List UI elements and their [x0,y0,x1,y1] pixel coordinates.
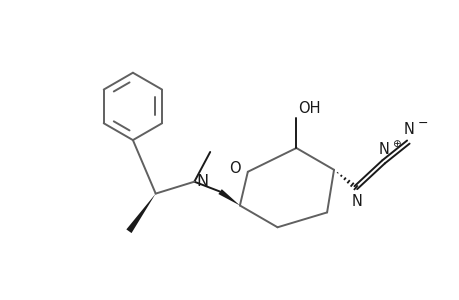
Text: N: N [351,194,362,208]
Text: −: − [416,117,427,130]
Text: N: N [378,142,389,157]
Text: N: N [403,122,414,137]
Text: ⊕: ⊕ [392,139,400,149]
Polygon shape [218,189,240,206]
Text: N: N [196,174,208,189]
Text: O: O [229,161,241,176]
Polygon shape [126,194,155,233]
Text: OH: OH [298,101,320,116]
